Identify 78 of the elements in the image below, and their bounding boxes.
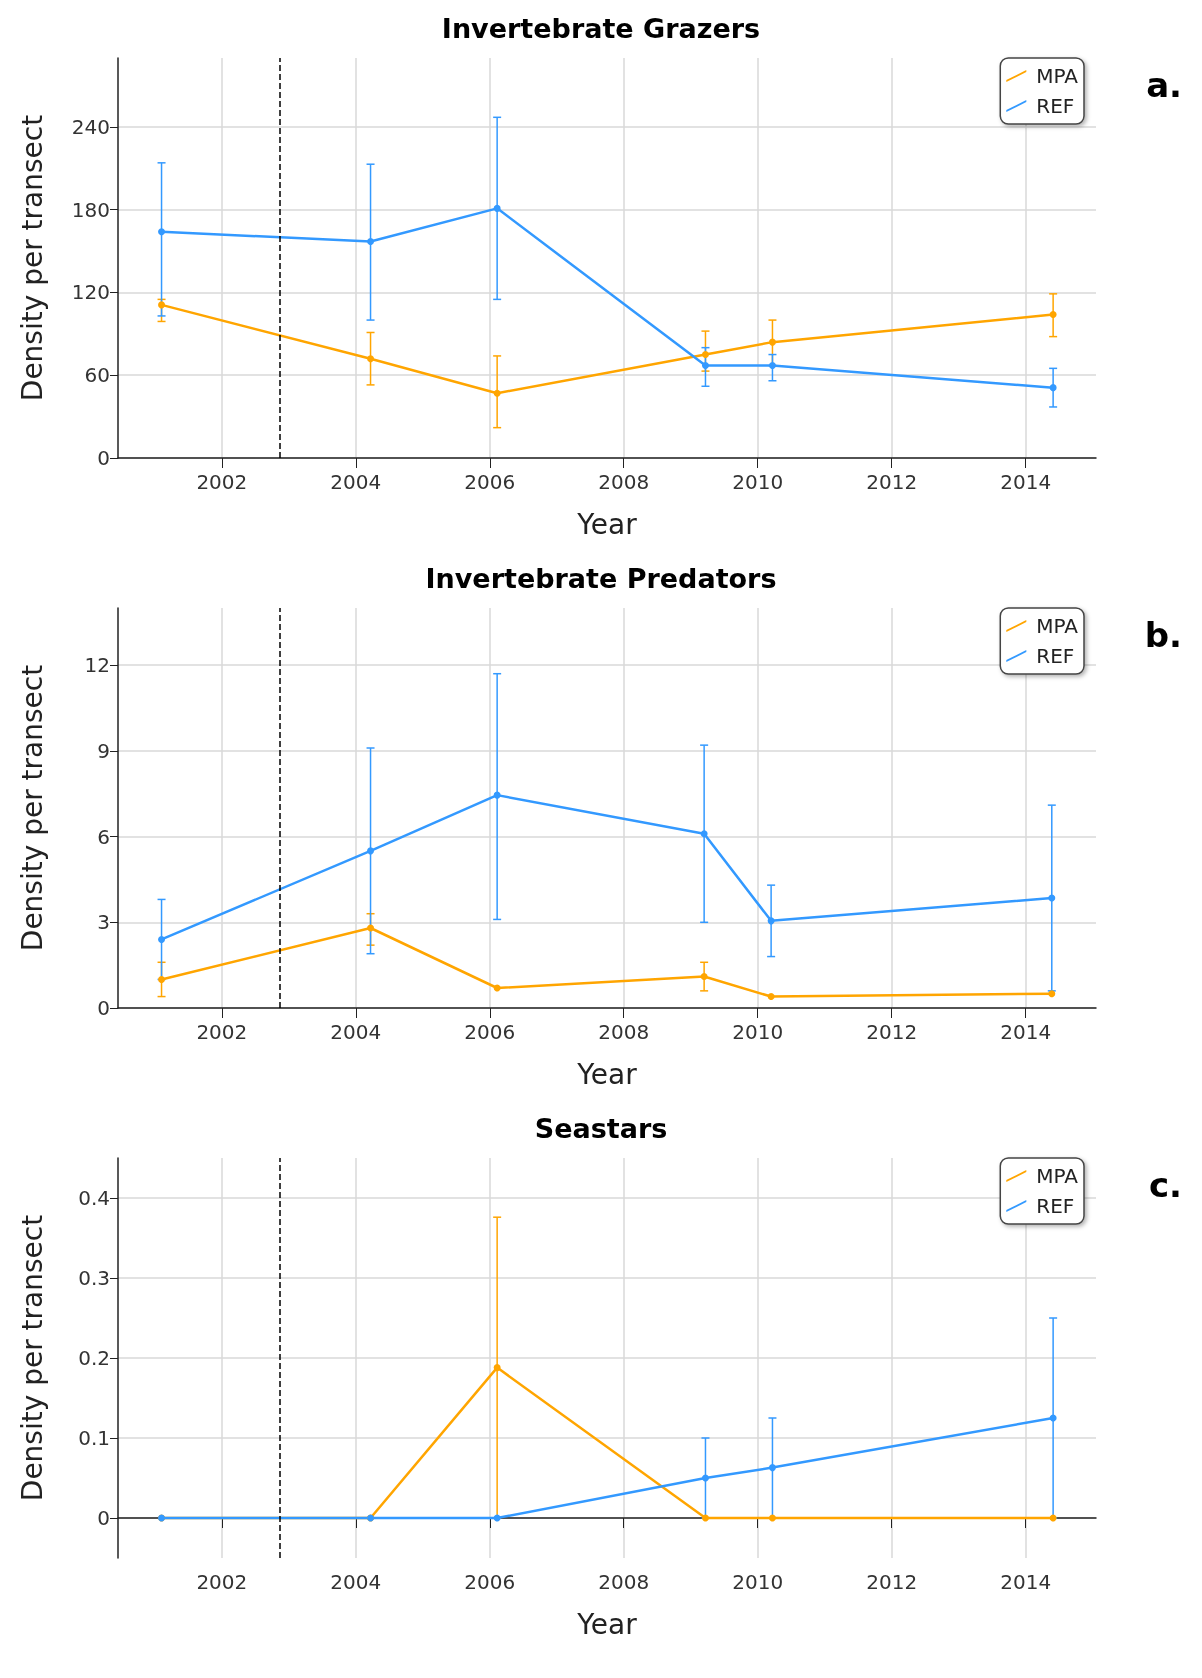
y-axis-title: Density per transect bbox=[15, 664, 49, 952]
x-tick-label: 2012 bbox=[866, 1020, 918, 1044]
point bbox=[367, 237, 375, 245]
x-tick-label: 2012 bbox=[866, 470, 918, 494]
point bbox=[493, 389, 501, 397]
x-tick-label: 2014 bbox=[1000, 1570, 1052, 1594]
point bbox=[367, 847, 375, 855]
y-tick-label: 180 bbox=[71, 197, 110, 222]
x-tick-label: 2014 bbox=[1000, 470, 1052, 494]
x-tick-label: 2004 bbox=[330, 470, 382, 494]
point bbox=[367, 355, 375, 363]
legend-label: REF bbox=[1036, 94, 1075, 118]
point bbox=[1049, 384, 1057, 392]
y-tick-label: 0 bbox=[97, 1506, 110, 1530]
legend-label: MPA bbox=[1036, 1164, 1079, 1188]
x-tick-label: 2014 bbox=[1000, 1020, 1052, 1044]
x-tick-label: 2008 bbox=[598, 1570, 650, 1594]
x-tick-label: 2006 bbox=[464, 1020, 516, 1044]
point bbox=[768, 1464, 776, 1472]
x-axis-title: Year bbox=[576, 507, 638, 541]
y-tick-label: 0.1 bbox=[78, 1426, 110, 1450]
point bbox=[493, 204, 501, 212]
y-tick-label: 9 bbox=[97, 738, 110, 763]
x-tick-label: 2008 bbox=[598, 470, 650, 494]
point bbox=[158, 301, 166, 309]
chart-title: Seastars bbox=[534, 1113, 668, 1144]
legend-label: MPA bbox=[1036, 614, 1079, 638]
point bbox=[1048, 990, 1056, 998]
y-tick-label: 60 bbox=[84, 363, 110, 388]
legend-label: REF bbox=[1036, 1194, 1075, 1218]
point bbox=[767, 993, 775, 1001]
text: c. bbox=[1148, 1165, 1183, 1205]
point bbox=[158, 935, 166, 943]
x-tick-label: 2010 bbox=[732, 1570, 784, 1594]
point bbox=[767, 917, 775, 925]
chart-title: Invertebrate Predators bbox=[425, 563, 777, 594]
point bbox=[701, 362, 709, 370]
x-tick-label: 2006 bbox=[464, 470, 516, 494]
text: a. bbox=[1146, 65, 1182, 105]
legend-label: REF bbox=[1036, 644, 1075, 668]
y-tick-label: 3 bbox=[97, 910, 110, 935]
point bbox=[700, 830, 708, 838]
point bbox=[493, 791, 501, 799]
legend-label: MPA bbox=[1036, 64, 1079, 88]
x-tick-label: 2004 bbox=[330, 1570, 382, 1594]
chart-title: Invertebrate Grazers bbox=[441, 13, 761, 44]
y-tick-label: 0 bbox=[97, 446, 110, 470]
x-tick-label: 2010 bbox=[732, 470, 784, 494]
x-axis-title: Year bbox=[576, 1057, 638, 1091]
x-tick-label: 2006 bbox=[464, 1570, 516, 1594]
x-axis-title: Year bbox=[576, 1607, 638, 1641]
y-tick-label: 0.4 bbox=[78, 1186, 110, 1210]
point bbox=[1049, 311, 1057, 319]
text: b. bbox=[1144, 615, 1183, 655]
y-axis-title: Density per transect bbox=[15, 1214, 49, 1502]
x-tick-label: 2008 bbox=[598, 1020, 650, 1044]
x-tick-label: 2012 bbox=[866, 1570, 918, 1594]
x-tick-label: 2002 bbox=[196, 1020, 248, 1044]
x-tick-label: 2002 bbox=[196, 470, 248, 494]
y-tick-label: 0.2 bbox=[78, 1346, 110, 1370]
y-tick-label: 6 bbox=[97, 824, 110, 849]
point bbox=[367, 924, 375, 932]
y-tick-label: 0 bbox=[97, 996, 110, 1020]
y-tick-label: 12 bbox=[84, 653, 110, 678]
y-tick-label: 0.3 bbox=[78, 1266, 110, 1290]
point bbox=[701, 1474, 709, 1482]
y-axis-title: Density per transect bbox=[15, 114, 49, 402]
point bbox=[1048, 894, 1056, 902]
point bbox=[158, 228, 166, 236]
point bbox=[700, 973, 708, 981]
y-tick-label: 240 bbox=[71, 114, 110, 139]
point bbox=[768, 338, 776, 346]
x-tick-label: 2010 bbox=[732, 1020, 784, 1044]
y-tick-label: 120 bbox=[71, 280, 110, 305]
x-tick-label: 2002 bbox=[196, 1570, 248, 1594]
point bbox=[493, 1364, 501, 1372]
x-tick-label: 2004 bbox=[330, 1020, 382, 1044]
point bbox=[701, 351, 709, 359]
